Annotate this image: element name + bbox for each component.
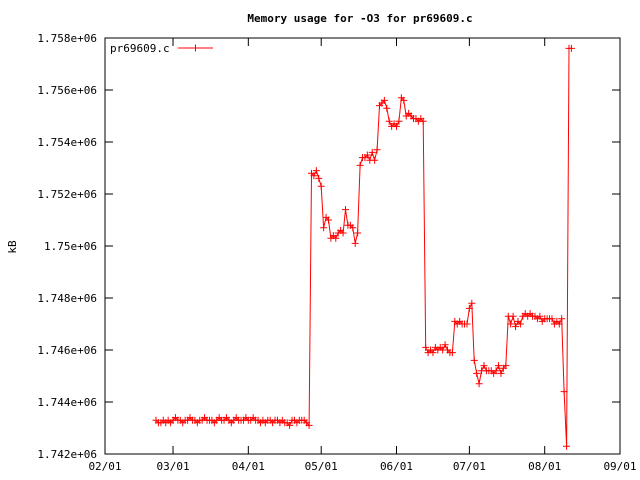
- x-axis-ticks: 02/01 03/01 04/01 05/01 06/01 07/01 08/01 09/01: [88, 38, 637, 473]
- data-point: [507, 320, 515, 328]
- data-point: [563, 442, 571, 450]
- y-axis-ticks: 1.742e+06 1.744e+06 1.746e+06 1.748e+06 1.75…: [37, 32, 620, 461]
- data-point: [380, 96, 388, 104]
- data-point: [383, 104, 391, 112]
- data-point: [339, 229, 347, 237]
- y-axis-label: kB: [6, 240, 19, 254]
- data-point: [429, 349, 437, 357]
- data-point: [310, 172, 318, 180]
- data-point: [332, 234, 340, 242]
- y-tick-label: 1.758e+06: [37, 32, 97, 45]
- data-point: [492, 367, 500, 375]
- data-point: [548, 315, 556, 323]
- y-tick-label: 1.75e+06: [44, 240, 97, 253]
- y-tick-label: 1.752e+06: [37, 188, 97, 201]
- data-point: [371, 156, 379, 164]
- data-point: [422, 343, 430, 351]
- x-tick-label: 09/01: [603, 460, 636, 473]
- data-point: [393, 122, 401, 130]
- y-tick-label: 1.746e+06: [37, 344, 97, 357]
- x-tick-label: 06/01: [380, 460, 413, 473]
- data-point: [385, 117, 393, 125]
- y-tick-label: 1.744e+06: [37, 396, 97, 409]
- data-point: [475, 380, 483, 388]
- data-point: [324, 216, 332, 224]
- legend-marker: [192, 44, 199, 52]
- data-point: [312, 167, 320, 175]
- x-tick-label: 08/01: [528, 460, 561, 473]
- data-point: [356, 161, 364, 169]
- data-point: [341, 206, 349, 214]
- x-tick-label: 03/01: [156, 460, 189, 473]
- data-point: [497, 369, 505, 377]
- chart-title: Memory usage for -O3 for pr69609.c: [247, 12, 472, 25]
- data-point: [305, 421, 313, 429]
- data-point: [516, 320, 524, 328]
- data-point: [373, 146, 381, 154]
- data-point: [560, 388, 568, 396]
- legend-label: pr69609.c: [110, 42, 170, 55]
- data-point: [448, 349, 456, 357]
- legend: pr69609.c: [110, 42, 213, 55]
- data-point: [354, 229, 362, 237]
- y-tick-label: 1.742e+06: [37, 448, 97, 461]
- data-point: [536, 312, 544, 320]
- data-point: [558, 315, 566, 323]
- series-layer: [152, 44, 575, 450]
- data-point: [463, 320, 471, 328]
- data-point: [567, 44, 575, 52]
- data-point: [465, 304, 473, 312]
- data-point: [480, 362, 488, 370]
- data-point: [470, 356, 478, 364]
- data-point: [473, 369, 481, 377]
- x-tick-label: 02/01: [88, 460, 121, 473]
- data-point: [509, 312, 517, 320]
- data-point: [441, 341, 449, 349]
- data-point: [468, 299, 476, 307]
- data-point: [368, 148, 376, 156]
- data-point: [419, 117, 427, 125]
- y-tick-label: 1.748e+06: [37, 292, 97, 305]
- x-tick-label: 07/01: [453, 460, 486, 473]
- x-tick-label: 04/01: [232, 460, 265, 473]
- data-point: [286, 421, 294, 429]
- data-point: [512, 323, 520, 331]
- data-point: [400, 96, 408, 104]
- data-point: [351, 239, 359, 247]
- data-point: [495, 362, 503, 370]
- data-point: [555, 320, 563, 328]
- data-point: [363, 151, 371, 159]
- y-tick-label: 1.754e+06: [37, 136, 97, 149]
- y-tick-label: 1.756e+06: [37, 84, 97, 97]
- data-point: [502, 362, 510, 370]
- data-point: [349, 224, 357, 232]
- legend-sample: [178, 44, 213, 52]
- data-point: [315, 174, 323, 182]
- data-point: [395, 117, 403, 125]
- x-tick-label: 05/01: [305, 460, 338, 473]
- data-point: [317, 182, 325, 190]
- data-point: [320, 224, 328, 232]
